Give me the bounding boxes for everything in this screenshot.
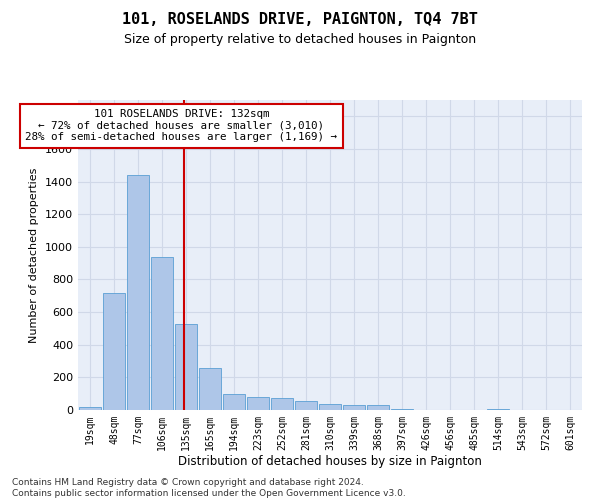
Bar — [391, 409, 413, 410]
Text: Distribution of detached houses by size in Paignton: Distribution of detached houses by size … — [178, 454, 482, 468]
Bar — [271, 398, 293, 410]
Bar — [199, 368, 221, 410]
Y-axis label: Number of detached properties: Number of detached properties — [29, 168, 40, 342]
Bar — [151, 256, 173, 410]
Bar — [175, 324, 197, 410]
Bar — [343, 405, 365, 410]
Bar — [367, 405, 389, 410]
Bar — [127, 175, 149, 410]
Bar — [247, 397, 269, 410]
Text: 101, ROSELANDS DRIVE, PAIGNTON, TQ4 7BT: 101, ROSELANDS DRIVE, PAIGNTON, TQ4 7BT — [122, 12, 478, 28]
Bar — [79, 406, 101, 410]
Bar — [103, 292, 125, 410]
Bar — [295, 401, 317, 410]
Bar — [223, 394, 245, 410]
Bar — [487, 409, 509, 410]
Text: Size of property relative to detached houses in Paignton: Size of property relative to detached ho… — [124, 32, 476, 46]
Text: 101 ROSELANDS DRIVE: 132sqm
← 72% of detached houses are smaller (3,010)
28% of : 101 ROSELANDS DRIVE: 132sqm ← 72% of det… — [25, 110, 337, 142]
Bar — [319, 404, 341, 410]
Text: Contains HM Land Registry data © Crown copyright and database right 2024.
Contai: Contains HM Land Registry data © Crown c… — [12, 478, 406, 498]
